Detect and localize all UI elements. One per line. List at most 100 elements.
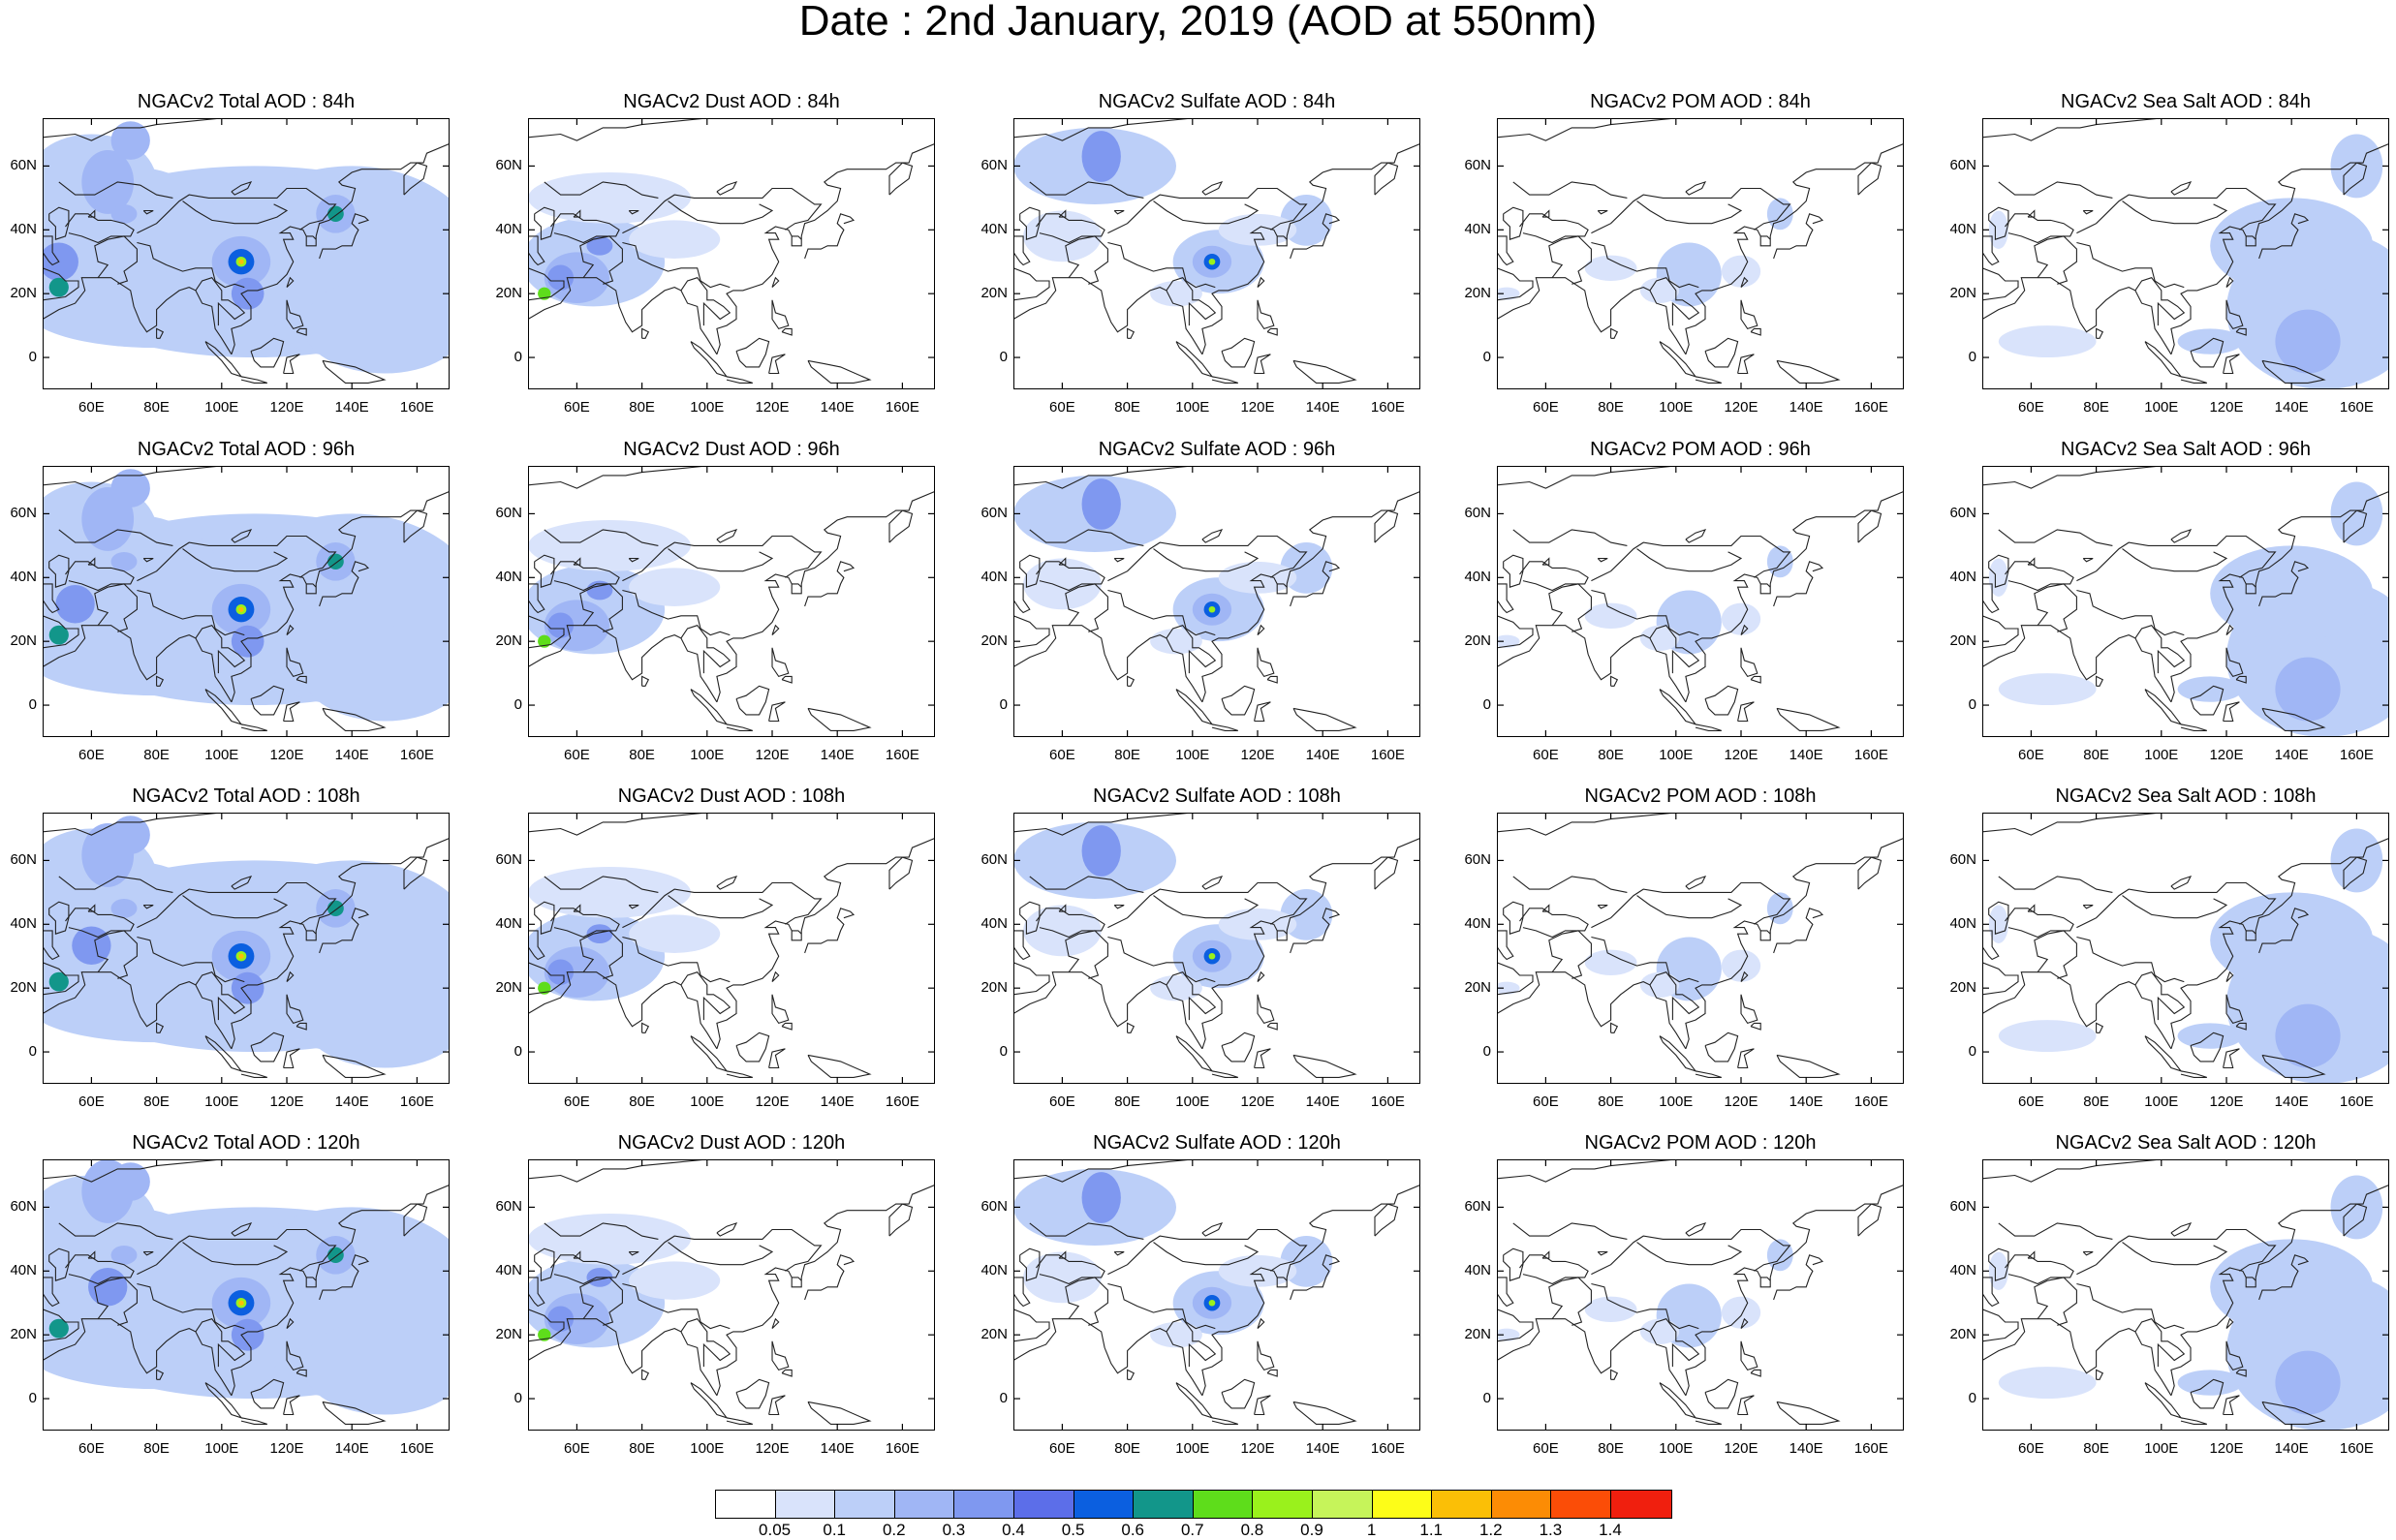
aod-field-blob: [110, 469, 150, 508]
coastline: [1277, 930, 1288, 935]
coastline: [2223, 701, 2240, 723]
map-panel-sulfate-108: [1013, 813, 1420, 1078]
lon-label: 80E: [629, 747, 655, 763]
coastline: [1610, 1369, 1619, 1380]
coastline: [1013, 930, 1031, 961]
panel-title: NGACv2 Dust AOD : 96h: [623, 439, 840, 460]
coastline: [182, 895, 289, 919]
aod-field-blob: [2177, 1370, 2243, 1396]
aod-field-blob: [586, 235, 613, 256]
coastline: [1591, 881, 1791, 929]
lat-label: 20N: [495, 1326, 522, 1343]
coastline: [2122, 548, 2228, 572]
coastline: [1740, 624, 1749, 635]
coastline: [1512, 1222, 1628, 1240]
coastline: [1013, 615, 1050, 649]
lon-label: 120E: [1240, 1093, 1275, 1110]
coastline: [2225, 299, 2244, 330]
coastline: [2225, 994, 2244, 1025]
coastline: [1257, 994, 1275, 1025]
coastline: [1166, 625, 1217, 674]
coastline: [1065, 1277, 1108, 1326]
coastline: [1065, 583, 1108, 632]
coastline: [231, 837, 450, 1049]
coastline: [1750, 327, 1761, 336]
lat-label: 0: [28, 1390, 37, 1407]
aod-field-blob: [1081, 131, 1121, 182]
map-panel-dust-108: [528, 813, 935, 1078]
lat-label: 20N: [980, 1326, 1008, 1343]
coastline: [1127, 1369, 1136, 1380]
coastline: [231, 180, 253, 196]
coastline: [1254, 354, 1271, 375]
coastline: [1982, 277, 2172, 355]
map-frame: [43, 1159, 450, 1431]
coastline: [1982, 930, 2000, 961]
aod-field-blob: [1998, 1020, 2097, 1053]
coastline: [573, 904, 581, 912]
lon-label: 140E: [1305, 1440, 1340, 1457]
aod-field-blob: [1081, 825, 1121, 877]
lat-label: 20N: [1949, 1326, 1976, 1343]
colorbar-swatch: [1372, 1491, 1433, 1518]
coastline: [528, 962, 565, 996]
coastline: [1257, 299, 1275, 330]
lat-label: 60N: [980, 1198, 1008, 1216]
coastline: [231, 875, 253, 890]
coastline: [1201, 142, 1420, 354]
coastline: [1374, 162, 1399, 196]
coastline: [2170, 490, 2389, 702]
coastline: [2134, 1318, 2186, 1368]
colorbar-tick-label: 0.8: [1240, 1521, 1264, 1539]
lon-label: 120E: [1240, 1440, 1275, 1457]
panel-title: NGACv2 POM AOD : 108h: [1584, 785, 1817, 807]
lat-label: 20N: [10, 285, 37, 302]
aod-field-blob: [528, 172, 691, 224]
map-panel-total-96: [43, 466, 450, 731]
coastline: [182, 548, 289, 572]
coastline: [1201, 180, 1224, 196]
coastline: [1740, 970, 1749, 982]
coastline: [1201, 1184, 1420, 1396]
coastline: [137, 241, 245, 289]
lon-label: 120E: [269, 1093, 304, 1110]
coastline: [2170, 142, 2389, 354]
lon-label: 160E: [399, 747, 434, 763]
coastline: [286, 299, 304, 330]
coastline: [2190, 337, 2225, 368]
coastline: [807, 1054, 872, 1078]
coastline: [1695, 1417, 1722, 1425]
coastline: [668, 1242, 774, 1266]
panel-title: NGACv2 Sea Salt AOD : 108h: [2055, 785, 2317, 807]
aod-colorbar: [715, 1490, 1672, 1519]
coastline: [1988, 901, 2009, 935]
coastline: [1982, 267, 2019, 301]
coastline: [1221, 1378, 1256, 1409]
lon-label: 60E: [1049, 747, 1075, 763]
coastline: [296, 327, 307, 336]
map-frame: [1982, 118, 2389, 389]
coastline: [250, 337, 285, 368]
aod-field-blob: [1150, 1322, 1202, 1348]
coastline: [1036, 213, 1105, 244]
coastline: [1497, 615, 1534, 649]
panel-title: NGACv2 Sulfate AOD : 120h: [1093, 1132, 1341, 1154]
coastline: [1750, 1022, 1761, 1031]
coastline: [550, 561, 620, 592]
coastline: [1685, 1184, 1904, 1396]
aod-field-blob: [110, 203, 138, 224]
lat-label: 0: [999, 1043, 1008, 1061]
coastline: [231, 142, 450, 354]
coastline: [1277, 235, 1288, 240]
coastline: [204, 341, 243, 378]
map-frame: [528, 1159, 935, 1431]
coastline: [716, 875, 738, 890]
lat-label: 40N: [1464, 1262, 1491, 1279]
aod-field-blob: [2177, 328, 2243, 354]
coastline: [1029, 1222, 1144, 1240]
lat-label: 60N: [10, 157, 37, 174]
lat-label: 20N: [495, 632, 522, 650]
coastline: [1776, 707, 1841, 731]
coastline: [2258, 1254, 2310, 1301]
lon-label: 160E: [399, 1440, 434, 1457]
